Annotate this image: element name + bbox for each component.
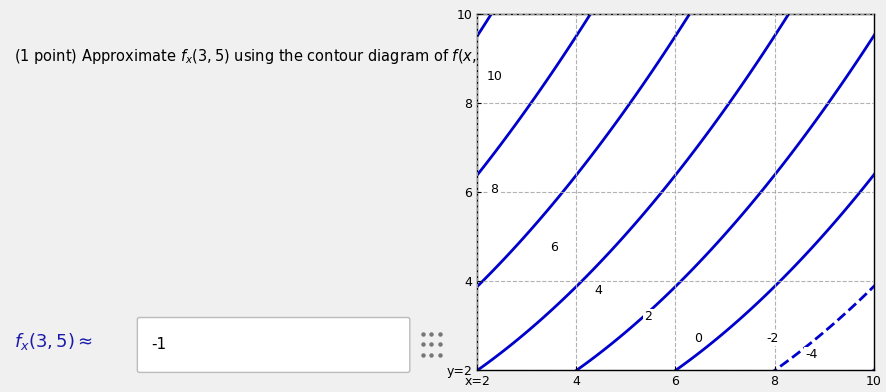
Text: -2: -2 <box>765 332 777 345</box>
Text: 2: 2 <box>643 310 651 323</box>
Text: -1: -1 <box>152 338 167 352</box>
Text: $f_x(3,5) \approx$: $f_x(3,5) \approx$ <box>14 330 93 352</box>
FancyBboxPatch shape <box>137 318 409 372</box>
Text: 4: 4 <box>594 284 602 297</box>
Text: 10: 10 <box>486 70 502 83</box>
Text: (1 point) Approximate $f_x(3, 5)$ using the contour diagram of $f(x, y)$ shown b: (1 point) Approximate $f_x(3, 5)$ using … <box>14 47 597 66</box>
Text: 8: 8 <box>490 183 498 196</box>
Text: -4: -4 <box>804 348 817 361</box>
Text: 0: 0 <box>693 332 701 345</box>
Text: 6: 6 <box>549 241 557 254</box>
